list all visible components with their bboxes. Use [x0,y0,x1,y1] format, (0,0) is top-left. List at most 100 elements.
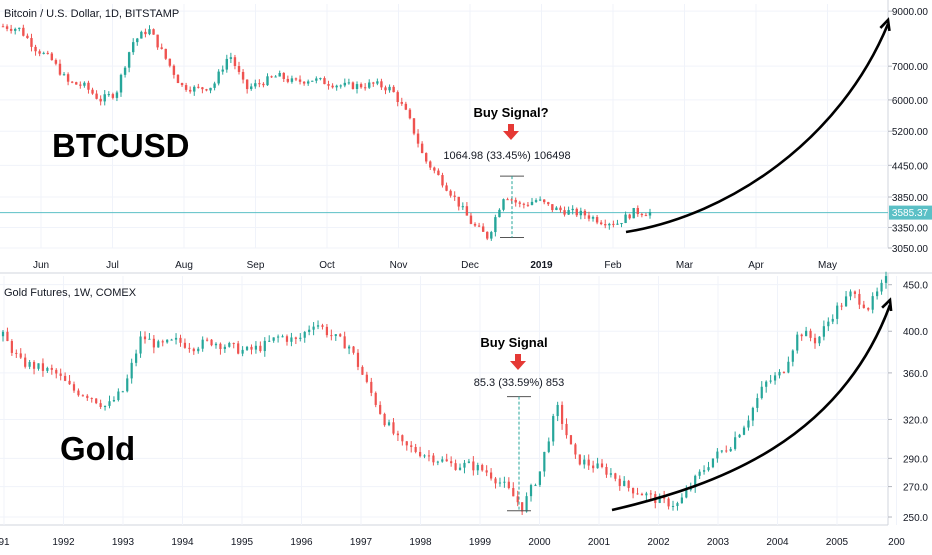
gold-x-axis: 91 1992 1993 1994 1995 1996 1997 1998 1999 2000 20… [0,537,905,548]
gold-candle-body [228,343,231,347]
gold-candle-body [543,451,546,472]
btc-candle-body [351,82,355,89]
btc-candle-body [522,203,526,205]
btc-candle-body [311,80,314,82]
gold-candle-body [1,331,5,337]
btc-candle-body [278,72,281,77]
gold-candle-body [361,366,364,375]
gold-candle-body [334,334,337,336]
gold-candle-body [525,496,528,512]
btc-candle-body [319,78,322,80]
gold-candle-body [121,391,124,393]
gold-y-tick-label: 450.0 [903,281,928,292]
gold-candle-body [401,435,404,442]
gold-candle-body [587,459,590,466]
btc-x-tick-label: Sep [247,260,265,271]
gold-candle-body [521,502,524,512]
btc-candle-body [241,71,245,80]
btc-candle-body [58,63,62,75]
btc-candle-body [34,46,37,52]
btc-candle-body [107,94,110,96]
gold-candle-body [498,482,502,484]
gold-candle-body [711,458,715,468]
btc-candle-body [343,82,347,86]
gold-candle-body [507,481,510,489]
gold-candle-body [32,362,36,369]
gold-candle-body [135,353,138,363]
btc-x-tick-label: Mar [676,260,694,271]
btc-candle-body [620,223,623,225]
btc-candle-body [624,214,627,224]
gold-candle-body [676,503,679,506]
gold-candle-body [769,380,772,382]
btc-candle-body [119,74,123,93]
gold-projection-arrow-curve [611,304,892,512]
gold-candle-body [72,384,76,391]
btc-candle-body [229,57,233,59]
gold-candle-body [290,337,293,342]
btc-measure-label: 1064.98 (33.45%) 106498 [443,150,570,162]
btc-candle-body [502,199,505,210]
gold-candle-body [325,326,329,336]
gold-x-tick-label: 2002 [647,537,670,548]
gold-candle-body [130,362,133,379]
gold-chart-title: Gold Futures, 1W, COMEX [4,287,137,299]
btc-candle-body [461,206,465,208]
gold-x-tick-label: 2001 [588,537,611,548]
gold-candle-body [330,335,333,337]
btc-candle-body [551,204,554,211]
gold-x-tick-label: 2000 [528,537,551,548]
btc-candle-body [490,232,493,239]
btc-candle-body [555,207,558,211]
gold-candle-body [600,463,604,468]
btc-projection-arrow-head-icon [879,17,891,32]
gold-candle-body [445,459,448,462]
btc-candle-body [42,52,45,54]
gold-candle-body [316,325,320,327]
btc-candle-body [547,202,550,205]
btc-y-tick-label: 3850.00 [892,193,929,204]
gold-candle-body [197,348,200,352]
btc-y-axis: 9000.00 7000.00 6000.00 5200.00 4450.00 3850.… [888,7,928,255]
gold-candle-body [627,480,630,488]
btc-candle-body [9,28,13,31]
btc-candle-body [347,82,351,84]
gold-candle-body [658,496,661,503]
btc-candle-body [18,27,21,29]
gold-x-tick-label: 1999 [469,537,492,548]
gold-candle-body [170,339,173,341]
btc-candle-body [441,175,444,186]
btc-grid [0,4,888,249]
btc-candle-body [103,94,106,102]
btc-candle-body [193,86,196,92]
btc-candle-body [70,81,74,83]
btc-candle-body [201,87,204,90]
gold-candle-body [809,330,812,338]
btc-candle-body [254,83,257,87]
gold-candle-body [463,462,466,468]
btc-candle-body [396,92,399,103]
gold-candle-body [649,493,652,495]
btc-candle-body [506,199,509,201]
gold-candle-body [840,305,843,307]
btc-candle-body [213,83,216,88]
gold-candle-body [849,291,852,297]
gold-candle-body [565,423,568,436]
btc-candle-body [608,223,611,226]
btc-candle-body [563,210,566,215]
btc-candle-body [188,89,192,92]
btc-candle-body [412,118,416,134]
gold-candle-body [46,367,49,371]
btc-candle-body [538,199,542,201]
gold-candle-body [418,451,422,457]
btc-candle-body [392,86,395,93]
btc-candle-body [217,71,220,84]
gold-x-tick-label: 1994 [171,537,194,548]
btc-candle-body [136,38,139,43]
gold-candle-body [685,489,688,498]
gold-candle-body [552,416,555,442]
gold-candle-body [64,375,67,381]
btc-candle-body [266,76,269,86]
gold-candle-body [836,305,839,319]
gold-candle-body [308,329,311,333]
